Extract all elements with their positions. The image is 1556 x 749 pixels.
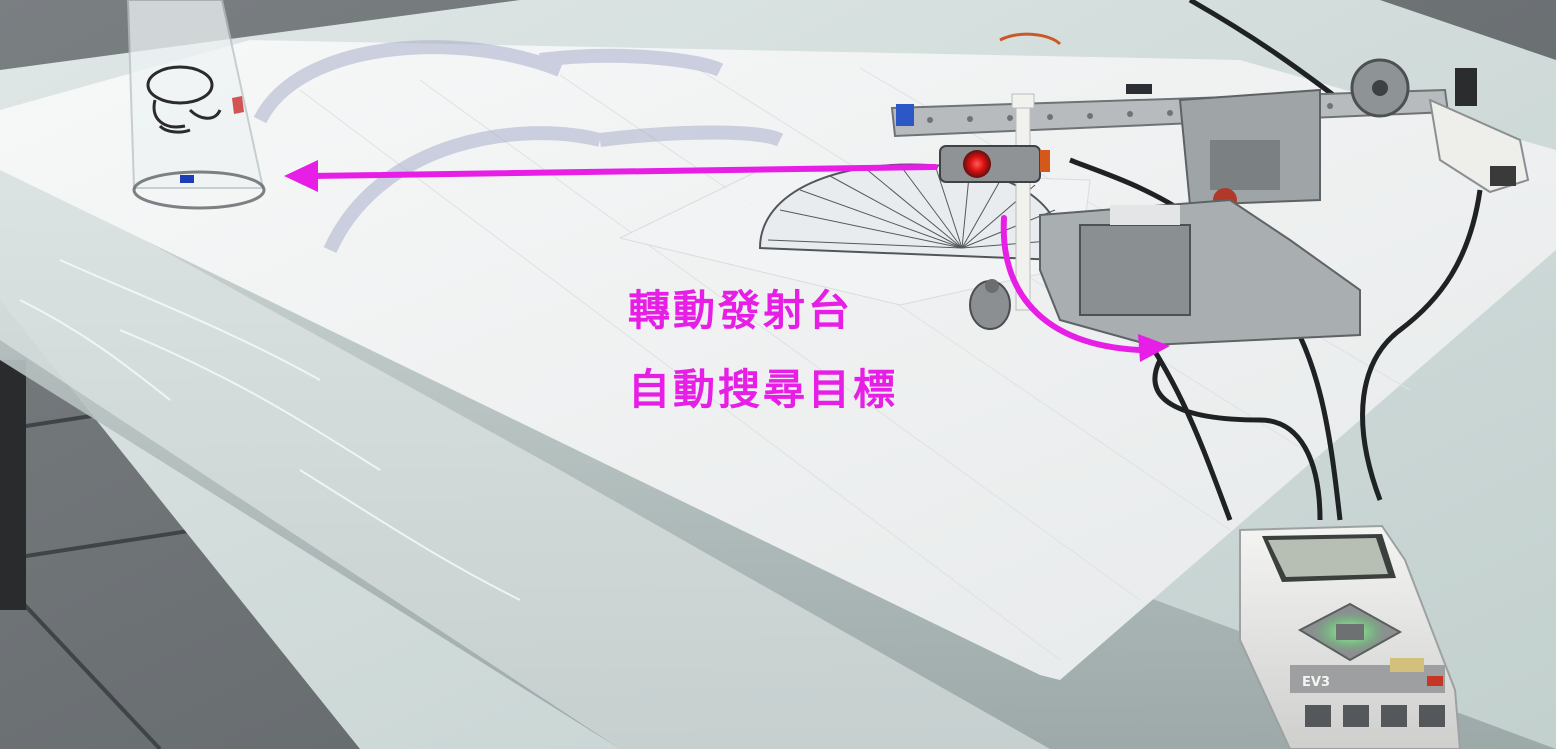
rubber-band: [999, 32, 1062, 46]
rotation-arrow: [1000, 215, 1170, 362]
lego-launcher-rig: [890, 58, 1530, 347]
ev3-brick: EV3: [1239, 524, 1462, 749]
cup-cartoon-drawing: [146, 65, 222, 134]
ev3-sticker: [1390, 658, 1424, 672]
board-printed-curves: [253, 40, 784, 253]
sensor-cap: [1455, 68, 1477, 106]
board-tag: [1126, 84, 1152, 94]
plastic-sheet-fold: [0, 160, 1050, 749]
annotation-line-1: 轉動發射台: [628, 286, 854, 335]
blue-pin: [896, 104, 914, 126]
ev3-ports: [1305, 705, 1445, 727]
protractor-sheet: [618, 163, 1091, 306]
plastic-cup-target: [126, 0, 266, 210]
ev3-screen: [1268, 538, 1388, 577]
base-motor: [1079, 224, 1191, 316]
ev3-center-button: [1336, 624, 1364, 640]
white-post: [1015, 94, 1031, 311]
ev3-label: EV3: [1302, 675, 1330, 690]
annotation-line-2: 自動搜尋目標: [628, 365, 899, 414]
laser-arrow: [284, 160, 938, 192]
laser-emitter: [963, 150, 991, 178]
plastic-wrinkles: [19, 259, 521, 601]
cup-marker-sticker: [180, 175, 194, 183]
table-leg: [0, 360, 26, 610]
tower-motor: [1210, 140, 1280, 190]
